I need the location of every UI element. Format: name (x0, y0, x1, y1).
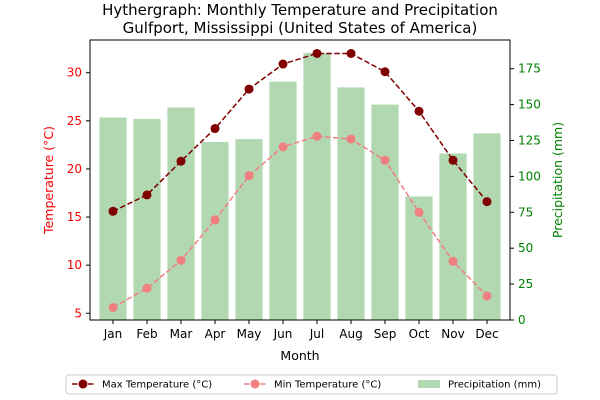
precipitation-bars (99, 52, 501, 321)
y-left-tick-label: 10 (67, 258, 82, 272)
y-axis-left: 5 10 15 20 25 30 (67, 66, 90, 320)
min-temp-point (244, 171, 254, 181)
min-temp-point (448, 256, 458, 266)
precipitation-bar (235, 139, 263, 320)
temperature-lines (108, 48, 492, 312)
legend-frame (65, 374, 558, 395)
legend-label: Min Temperature (°C) (274, 380, 381, 391)
x-tick-label: Jun (273, 327, 293, 341)
precipitation-bar (269, 81, 297, 321)
min-temp-line (112, 135, 488, 309)
precipitation-bar (405, 196, 433, 320)
x-tick-label: May (237, 327, 262, 341)
y-right-tick-label: 150 (518, 98, 541, 112)
max-temp-point (278, 59, 288, 69)
max-temp-point (176, 156, 186, 166)
max-temp-point (482, 197, 492, 207)
y-left-tick-label: 5 (74, 306, 82, 320)
x-tick-label: Sep (374, 327, 397, 341)
legend-label: Precipitation (mm) (448, 380, 541, 391)
max-temp-point (448, 155, 458, 165)
min-temp-point (142, 283, 152, 293)
y-left-tick-label: 25 (67, 114, 82, 128)
precipitation-legend-swatch (418, 380, 440, 388)
y-right-tick-label: 50 (518, 241, 533, 255)
y-left-tick-label: 30 (67, 66, 82, 80)
max-temp-line (112, 52, 488, 212)
y-right-tick-label: 175 (518, 62, 541, 76)
max-temp-point (346, 48, 356, 58)
y-left-tick-label: 20 (67, 162, 82, 176)
y-right-tick-label: 25 (518, 277, 533, 291)
legend: Max Temperature (°C) Min Temperature (°C)… (65, 374, 558, 395)
max-temp-point (312, 48, 322, 58)
x-tick-label: Jan (103, 327, 123, 341)
min-temp-legend-marker (250, 379, 260, 389)
chart-title: Hythergraph: Monthly Temperature and Pre… (102, 1, 498, 19)
x-tick-label: Aug (339, 327, 362, 341)
precipitation-bar (439, 153, 467, 320)
y-right-tick-label: 125 (518, 134, 541, 148)
max-temp-point (142, 190, 152, 200)
x-axis: Jan Feb Mar Apr May Jun Jul Aug Sep Oct Nov Dec (103, 320, 499, 341)
min-temp-point (176, 255, 186, 265)
precipitation-bar (473, 133, 501, 320)
precipitation-bar (371, 104, 399, 320)
x-tick-label: Mar (170, 327, 193, 341)
precipitation-bar (337, 87, 365, 320)
min-temp-point (482, 291, 492, 301)
y-right-tick-label: 0 (518, 313, 526, 327)
y-axis-right: 0 25 50 75 100 125 150 175 (510, 62, 541, 327)
x-tick-label: Dec (475, 327, 498, 341)
x-tick-label: Feb (136, 327, 157, 341)
max-temp-legend-marker (78, 379, 88, 389)
precipitation-bar (99, 117, 127, 321)
x-tick-label: Nov (441, 327, 464, 341)
max-temp-point (210, 124, 220, 134)
y-left-tick-label: 15 (67, 210, 82, 224)
y-right-tick-label: 75 (518, 205, 533, 219)
max-temp-point (244, 84, 254, 94)
max-temp-point (108, 206, 118, 216)
min-temp-point (312, 131, 322, 141)
max-temp-point (380, 67, 390, 77)
min-temp-point (278, 142, 288, 152)
y-right-tick-label: 100 (518, 169, 541, 183)
legend-label: Max Temperature (°C) (102, 380, 212, 391)
min-temp-point (414, 207, 424, 217)
x-axis-label: Month (280, 348, 319, 363)
y-axis-left-label: Temperature (°C) (41, 126, 56, 235)
chart-subtitle: Gulfport, Mississippi (United States of … (123, 19, 478, 37)
plot-frame (89, 39, 511, 321)
min-temp-point (346, 134, 356, 144)
precipitation-bar (167, 107, 195, 320)
min-temp-point (108, 302, 118, 312)
max-temp-point (414, 106, 424, 116)
precipitation-bar (303, 52, 331, 321)
x-tick-label: Apr (205, 327, 226, 341)
x-tick-label: Oct (409, 327, 430, 341)
y-axis-right-label: Precipitation (mm) (550, 122, 565, 238)
min-temp-point (210, 215, 220, 225)
x-tick-label: Jul (309, 327, 324, 341)
min-temp-point (380, 155, 390, 165)
